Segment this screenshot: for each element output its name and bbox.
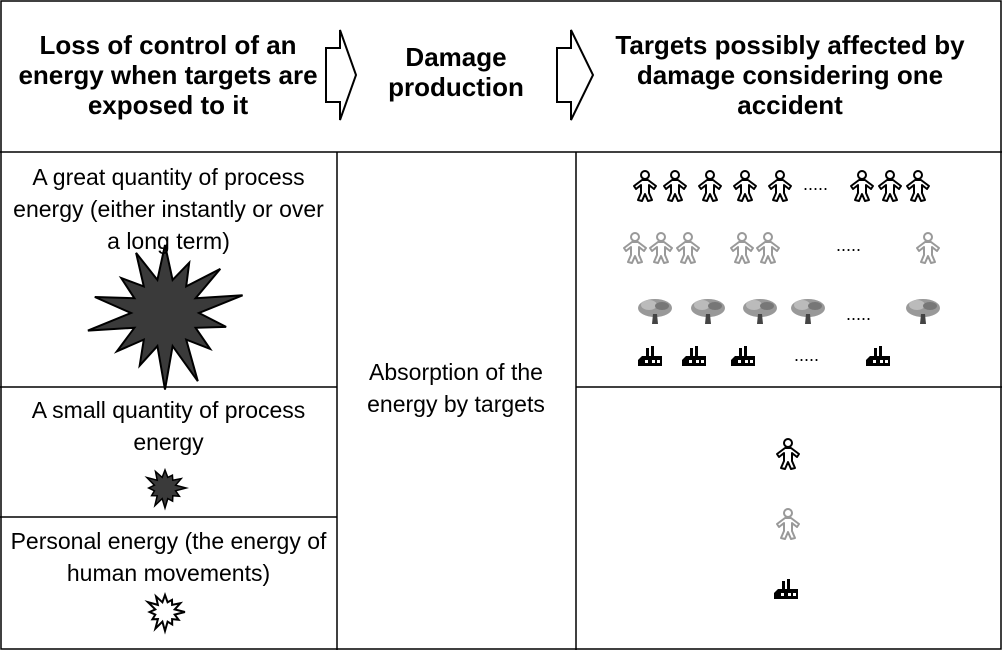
person-icon	[777, 439, 799, 469]
person-icon	[650, 233, 672, 263]
person-icon	[634, 171, 656, 201]
header-cell: Targets possibly affected by damage cons…	[600, 30, 980, 120]
person-icon	[624, 233, 646, 263]
person-icon	[731, 233, 753, 263]
page: Loss of control of an energy when target…	[0, 0, 1002, 650]
factory-icon	[774, 579, 798, 599]
person-icon	[917, 233, 939, 263]
energy-cell: Personal energy (the energy of human mov…	[6, 525, 331, 589]
person-icon	[699, 171, 721, 201]
factory-icon	[866, 346, 890, 366]
tree-icon	[691, 299, 725, 324]
factory-icon	[638, 346, 662, 366]
header-cell: Loss of control of an energy when target…	[18, 30, 318, 120]
person-icon	[757, 233, 779, 263]
person-icon	[907, 171, 929, 201]
person-icon	[851, 171, 873, 201]
starburst	[148, 595, 185, 631]
header-cell: Damage production	[370, 42, 542, 102]
person-icon	[664, 171, 686, 201]
tree-icon	[743, 299, 777, 324]
energy-cell: A small quantity of process energy	[20, 394, 317, 458]
person-icon	[677, 233, 699, 263]
factory-icon	[682, 346, 706, 366]
ellipsis: .....	[836, 235, 861, 256]
tree-icon	[638, 299, 672, 324]
person-icon	[734, 171, 756, 201]
energy-cell: A great quantity of process energy (eith…	[10, 161, 327, 257]
person-icon	[879, 171, 901, 201]
ellipsis: .....	[846, 304, 871, 325]
starburst	[88, 245, 243, 390]
ellipsis: .....	[803, 174, 828, 195]
tree-icon	[906, 299, 940, 324]
person-icon	[769, 171, 791, 201]
damage-cell: Absorption of the energy by targets	[350, 356, 562, 420]
person-icon	[777, 509, 799, 539]
ellipsis: .....	[794, 345, 819, 366]
tree-icon	[791, 299, 825, 324]
factory-icon	[731, 346, 755, 366]
starburst	[147, 470, 186, 508]
